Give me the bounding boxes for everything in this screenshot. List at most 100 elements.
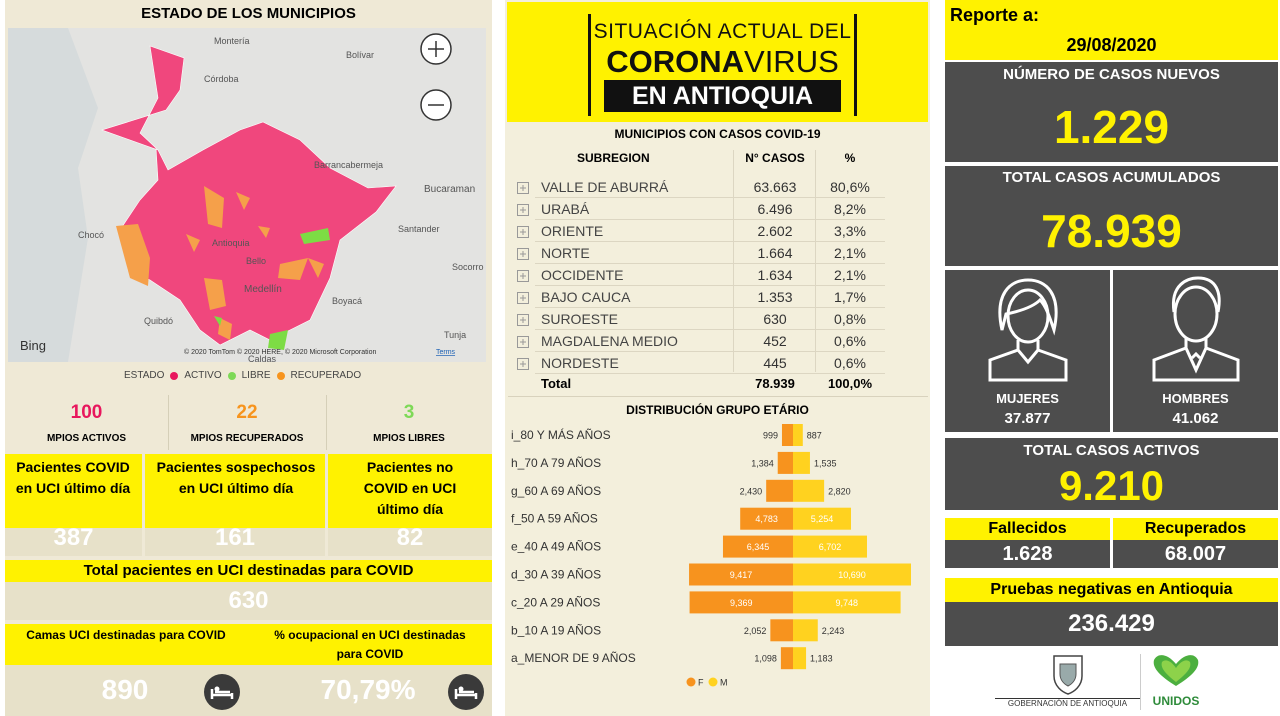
legend-item: RECUPERADO [290,370,362,381]
legend-title: ESTADO [124,370,165,381]
row-percent: 2,1% [834,267,866,283]
map-region-free [214,228,330,350]
map-label: Bucaraman [424,184,475,195]
legend-item: ACTIVO [184,370,222,381]
banner-line2: CORONAVIRUS [591,44,854,80]
row-percent: 2,1% [834,245,866,261]
age-chart: i_80 Y MÁS AÑOS 999 887 h_70 A 79 AÑOS 1,384… [511,424,911,688]
category-label: b_10 A 19 AÑOS [511,623,601,637]
map-label: Medellín [244,284,282,295]
women-value: 37.877 [1004,410,1051,427]
zoom-in[interactable] [420,33,452,65]
expand-icon[interactable] [517,270,529,282]
total-cases-box [945,166,1278,266]
divider [508,396,928,397]
value-label: 6,702 [819,542,842,552]
row-divider [535,307,885,308]
value-label: 9,369 [730,598,753,608]
new-cases-box [945,62,1278,162]
expand-icon[interactable] [517,292,529,304]
divider [142,454,145,556]
zoom-out[interactable] [420,89,452,121]
banner-bar [588,14,591,116]
legend-swatch [686,677,696,687]
beds-header [5,624,492,665]
row-label: NORTE [541,245,590,261]
women-label: MUJERES [996,391,1059,406]
map-terms[interactable]: Terms [436,349,456,356]
men-box [1113,270,1278,432]
uci-label: Pacientes sospechosos en UCI último día [156,459,316,496]
bar [793,479,825,502]
bar [793,563,911,586]
row-label: BAJO CAUCA [541,289,631,305]
row-label: MAGDALENA MEDIO [541,333,678,349]
occupancy-value: 70,79% [320,674,416,705]
banner-bar [854,14,857,116]
count-value: 3 [403,402,415,423]
value-label: 2,430 [740,486,763,496]
category-label: c_20 A 29 AÑOS [511,595,600,609]
beds-value: 890 [101,674,149,705]
shield-logo [1053,655,1083,695]
uci-value: 82 [396,524,424,551]
report-date: 29/08/2020 [1066,35,1157,55]
row-cases: 2.602 [757,223,793,239]
expand-icon[interactable] [517,358,529,370]
men-value: 41.062 [1172,410,1219,427]
legend-swatch [276,371,285,380]
uci-value: 161 [214,524,256,551]
legend-label: F [698,678,704,688]
value-label: 1,384 [751,458,774,468]
expand-icon[interactable] [517,314,529,326]
map-region-active [101,45,397,346]
expand-icon[interactable] [517,248,529,260]
map: Montería Córdoba Bolívar Barrancabermeja… [8,28,486,362]
row-divider [535,197,885,198]
active-box [945,438,1278,510]
count-label: MPIOS ACTIVOS [46,433,127,444]
legend-swatch [708,677,718,687]
category-label: h_70 A 79 AÑOS [511,456,601,470]
expand-icon[interactable] [517,204,529,216]
uci-total-value: 630 [228,587,269,614]
bed-icon [204,674,240,710]
value-label: 1,535 [814,458,837,468]
value-label: 2,052 [744,626,767,636]
total-cases-value: 78.939 [1041,205,1182,257]
row-divider [535,241,885,242]
report-box [945,0,1278,60]
expand-icon[interactable] [517,226,529,238]
panel-title: ESTADO DE LOS MUNICIPIOS [141,5,356,22]
total-value: 100,0% [827,376,873,391]
row-percent: 0,6% [834,355,866,371]
active-label: TOTAL CASOS ACTIVOS [1023,442,1200,459]
expand-icon[interactable] [517,336,529,348]
row-cases: 6.496 [757,201,793,217]
count-label: MPIOS RECUPERADOS [190,433,304,444]
beds-band [5,665,492,716]
row-cases: 63.663 [753,179,797,195]
row-divider [535,329,885,330]
row-cases: 1.634 [757,267,793,283]
count-label: MPIOS LIBRES [373,433,445,444]
map-label: Bello [246,256,266,266]
uci-total-label: Total pacientes en UCI destinadas para C… [5,560,492,582]
map-logo: Bing [20,338,46,353]
unidos-logo [1153,655,1199,686]
row-label: URABÁ [541,201,590,217]
new-cases-value: 1.229 [1053,101,1170,153]
bar [781,424,793,446]
expand-icon[interactable] [517,182,529,194]
total-label: Total [541,376,572,391]
value-label: 2,243 [822,626,845,636]
count-value: 100 [70,402,103,423]
category-label: f_50 A 59 AÑOS [511,512,598,526]
row-cases: 630 [763,311,787,327]
map-label: Caldas [248,354,277,362]
banner-bold: CORONA [606,44,745,79]
value-label: 4,783 [755,514,778,524]
man-icon [1152,276,1240,382]
beds-label: Camas UCI destinadas para COVID [26,628,226,642]
map-attribution: © 2020 TomTom © 2020 HERE, © 2020 Micros… [184,348,376,356]
